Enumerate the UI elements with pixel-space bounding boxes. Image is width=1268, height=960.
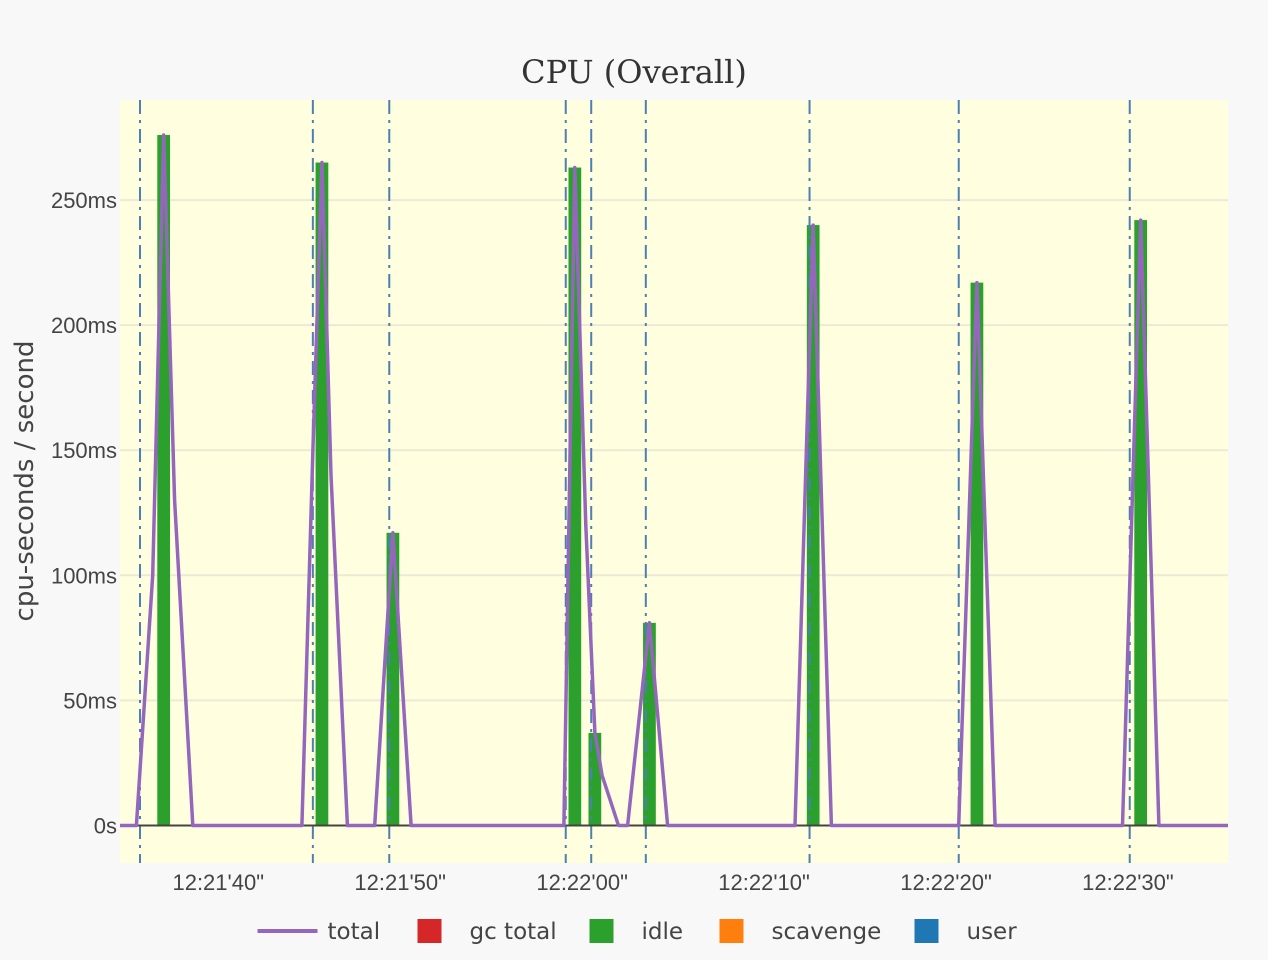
legend-label: gc total <box>470 919 557 945</box>
legend-swatch <box>719 919 744 943</box>
legend-item-gc-total[interactable]: gc total <box>417 919 557 945</box>
gc-event-lines <box>139 100 1131 863</box>
y-tick-label: 150ms <box>51 438 117 463</box>
legend-item-idle[interactable]: idle <box>589 919 684 945</box>
chart-title: CPU (Overall) <box>521 53 747 91</box>
y-tick-label: 0s <box>94 813 117 838</box>
line-total <box>120 133 1228 828</box>
y-axis-label: cpu-seconds / second <box>10 341 40 622</box>
x-axis-ticks: 12:21'40" 12:21'50" 12:22'00" 12:22'10" 12:2… <box>172 870 1173 895</box>
y-axis-ticks: 0s 50ms 100ms 150ms 200ms 250ms <box>51 188 117 838</box>
x-tick-label: 12:21'40" <box>172 870 264 895</box>
plot-area <box>120 100 1228 863</box>
x-tick-label: 12:22'30" <box>1082 870 1174 895</box>
x-tick-label: 12:22'20" <box>900 870 992 895</box>
legend-swatch <box>914 919 939 943</box>
x-tick-label: 12:21'50" <box>354 870 446 895</box>
legend-swatch <box>589 919 614 943</box>
y-tick-label: 250ms <box>51 188 117 213</box>
legend-swatch <box>417 919 442 943</box>
legend-label: idle <box>642 919 684 945</box>
x-tick-label: 12:22'00" <box>536 870 628 895</box>
total-line-series <box>120 133 1228 828</box>
legend-item-total[interactable]: total <box>257 919 381 945</box>
legend-item-scavenge[interactable]: scavenge <box>719 919 882 945</box>
y-tick-label: 50ms <box>63 688 117 713</box>
legend[interactable]: total gc total idle scavenge user <box>257 919 1018 945</box>
legend-label: total <box>328 919 381 945</box>
y-tick-label: 200ms <box>51 313 117 338</box>
x-tick-label: 12:22'10" <box>718 870 810 895</box>
legend-label: scavenge <box>772 919 882 945</box>
legend-label: user <box>967 919 1018 945</box>
legend-item-user[interactable]: user <box>914 919 1018 945</box>
y-tick-label: 100ms <box>51 563 117 588</box>
